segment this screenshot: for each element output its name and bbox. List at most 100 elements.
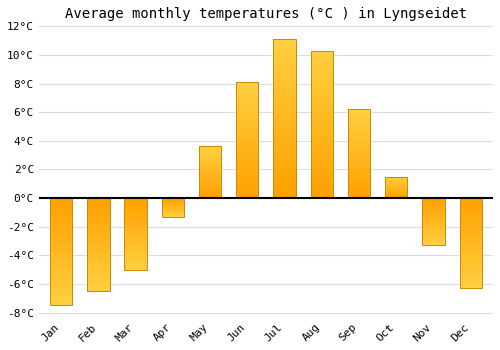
FancyBboxPatch shape	[50, 254, 72, 256]
FancyBboxPatch shape	[310, 136, 333, 139]
FancyBboxPatch shape	[199, 160, 222, 161]
FancyBboxPatch shape	[124, 222, 147, 224]
FancyBboxPatch shape	[124, 237, 147, 238]
FancyBboxPatch shape	[310, 68, 333, 71]
FancyBboxPatch shape	[422, 212, 444, 213]
FancyBboxPatch shape	[124, 239, 147, 241]
FancyBboxPatch shape	[274, 103, 295, 106]
FancyBboxPatch shape	[422, 244, 444, 245]
FancyBboxPatch shape	[460, 285, 482, 286]
FancyBboxPatch shape	[199, 189, 222, 190]
FancyBboxPatch shape	[199, 172, 222, 173]
FancyBboxPatch shape	[310, 180, 333, 183]
FancyBboxPatch shape	[348, 138, 370, 139]
FancyBboxPatch shape	[274, 68, 295, 71]
FancyBboxPatch shape	[274, 109, 295, 112]
FancyBboxPatch shape	[124, 244, 147, 245]
FancyBboxPatch shape	[199, 177, 222, 178]
FancyBboxPatch shape	[348, 175, 370, 177]
FancyBboxPatch shape	[310, 163, 333, 166]
FancyBboxPatch shape	[87, 259, 110, 261]
FancyBboxPatch shape	[236, 101, 258, 103]
FancyBboxPatch shape	[236, 98, 258, 101]
FancyBboxPatch shape	[422, 240, 444, 241]
FancyBboxPatch shape	[124, 214, 147, 215]
FancyBboxPatch shape	[199, 166, 222, 167]
FancyBboxPatch shape	[236, 138, 258, 140]
FancyBboxPatch shape	[274, 154, 295, 157]
FancyBboxPatch shape	[199, 155, 222, 156]
FancyBboxPatch shape	[348, 118, 370, 120]
FancyBboxPatch shape	[236, 94, 258, 96]
FancyBboxPatch shape	[310, 54, 333, 56]
FancyBboxPatch shape	[348, 145, 370, 147]
FancyBboxPatch shape	[348, 141, 370, 143]
FancyBboxPatch shape	[422, 230, 444, 231]
FancyBboxPatch shape	[199, 175, 222, 176]
FancyBboxPatch shape	[162, 214, 184, 215]
FancyBboxPatch shape	[274, 39, 295, 42]
FancyBboxPatch shape	[87, 226, 110, 228]
FancyBboxPatch shape	[50, 262, 72, 265]
FancyBboxPatch shape	[274, 77, 295, 80]
FancyBboxPatch shape	[422, 243, 444, 244]
FancyBboxPatch shape	[422, 236, 444, 237]
FancyBboxPatch shape	[162, 202, 184, 203]
FancyBboxPatch shape	[385, 177, 407, 178]
FancyBboxPatch shape	[199, 157, 222, 158]
FancyBboxPatch shape	[460, 272, 482, 274]
FancyBboxPatch shape	[124, 257, 147, 258]
FancyBboxPatch shape	[460, 211, 482, 212]
FancyBboxPatch shape	[460, 205, 482, 207]
FancyBboxPatch shape	[87, 263, 110, 265]
FancyBboxPatch shape	[236, 173, 258, 175]
FancyBboxPatch shape	[460, 207, 482, 209]
FancyBboxPatch shape	[50, 284, 72, 286]
FancyBboxPatch shape	[422, 219, 444, 220]
FancyBboxPatch shape	[199, 165, 222, 166]
FancyBboxPatch shape	[460, 283, 482, 285]
FancyBboxPatch shape	[87, 217, 110, 218]
FancyBboxPatch shape	[348, 109, 370, 111]
FancyBboxPatch shape	[274, 71, 295, 74]
FancyBboxPatch shape	[348, 114, 370, 117]
FancyBboxPatch shape	[460, 209, 482, 211]
FancyBboxPatch shape	[87, 230, 110, 231]
FancyBboxPatch shape	[124, 202, 147, 204]
FancyBboxPatch shape	[236, 124, 258, 126]
FancyBboxPatch shape	[348, 132, 370, 134]
FancyBboxPatch shape	[385, 191, 407, 192]
FancyBboxPatch shape	[460, 256, 482, 258]
FancyBboxPatch shape	[50, 222, 72, 224]
FancyBboxPatch shape	[50, 286, 72, 288]
FancyBboxPatch shape	[310, 139, 333, 142]
FancyBboxPatch shape	[274, 84, 295, 87]
FancyBboxPatch shape	[460, 222, 482, 223]
FancyBboxPatch shape	[162, 200, 184, 201]
FancyBboxPatch shape	[422, 237, 444, 238]
FancyBboxPatch shape	[422, 215, 444, 216]
FancyBboxPatch shape	[162, 199, 184, 200]
FancyBboxPatch shape	[385, 196, 407, 197]
FancyBboxPatch shape	[50, 275, 72, 278]
FancyBboxPatch shape	[310, 118, 333, 121]
FancyBboxPatch shape	[199, 188, 222, 189]
FancyBboxPatch shape	[460, 243, 482, 245]
FancyBboxPatch shape	[236, 105, 258, 107]
FancyBboxPatch shape	[348, 125, 370, 127]
FancyBboxPatch shape	[124, 248, 147, 250]
FancyBboxPatch shape	[87, 204, 110, 205]
FancyBboxPatch shape	[124, 219, 147, 221]
FancyBboxPatch shape	[385, 184, 407, 185]
FancyBboxPatch shape	[274, 195, 295, 198]
FancyBboxPatch shape	[162, 211, 184, 212]
FancyBboxPatch shape	[310, 86, 333, 89]
FancyBboxPatch shape	[236, 166, 258, 168]
FancyBboxPatch shape	[348, 178, 370, 180]
FancyBboxPatch shape	[348, 148, 370, 150]
FancyBboxPatch shape	[274, 150, 295, 154]
FancyBboxPatch shape	[87, 205, 110, 207]
FancyBboxPatch shape	[199, 171, 222, 172]
FancyBboxPatch shape	[199, 167, 222, 168]
FancyBboxPatch shape	[460, 227, 482, 229]
